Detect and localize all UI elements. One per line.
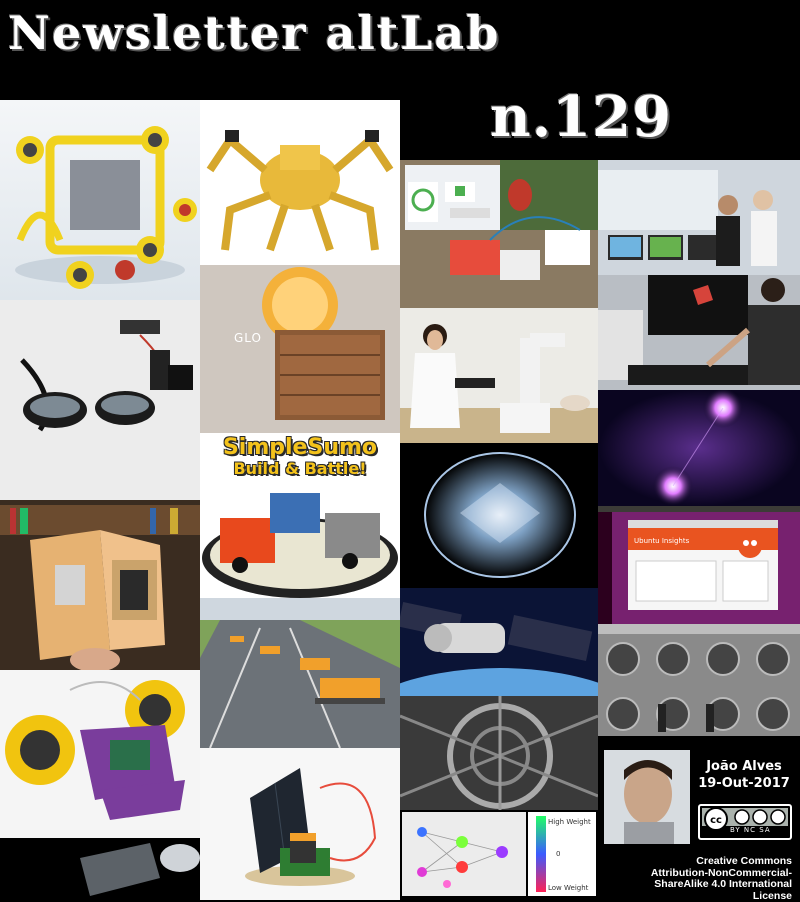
photo-two-men-lab [598,160,800,275]
issue-number: n.129 [490,84,672,150]
yellow-frame-robot-drawing [0,100,200,300]
photo-scientist-robot-arm [400,308,598,443]
newsletter-title: Newsletter altLab [8,6,500,60]
photo-crystal-burst [400,443,598,588]
cc-badge-terms: BY NC SA [730,826,771,834]
photo-book-box-electronics [0,500,200,670]
photo-transparent-sleeve-glove [0,838,200,900]
photo-neutron-star-merger [598,390,800,506]
photo-led-neural-board: High Weight 0 Low Weight [400,810,598,900]
photo-gesture-screen-demo [598,275,800,390]
author-name: João Alves [694,758,794,775]
photo-server-fans-corridor [598,624,800,736]
weight-high-label: High Weight [548,818,591,826]
author-avatar [604,750,690,844]
license-text: Creative Commons Attribution-NonCommerci… [610,856,792,902]
weight-legend: High Weight 0 Low Weight [528,812,596,896]
photo-yellow-frame-robot [0,100,200,300]
glo-logo-text: GLO [234,331,262,345]
weight-zero-label: 0 [556,850,560,858]
ubuntu-insights-title: Ubuntu Insights [634,537,689,545]
photo-runway-snow-vehicles [200,598,400,748]
photo-hexapod-spider-robot [200,100,400,265]
photo-space-station [400,588,598,696]
weight-low-label: Low Weight [548,884,588,892]
photo-robot-car-kit [0,670,200,838]
photo-simplesumo-robots: SimpleSumo Build & Battle! [200,433,400,598]
issue-date: 19-Out-2017 [694,775,794,792]
led-board [402,812,526,896]
svg-text:cc: cc [710,815,722,826]
license-line-3: ShareAlike 4.0 International [610,879,792,891]
photo-glo-lamp: GLO [200,265,400,433]
photo-ubuntu-insights-screen: Ubuntu Insights [598,506,800,624]
license-line-4: License [610,891,792,902]
weight-gradient-bar [536,816,546,892]
cc-license-badge: cc BY NC SA [698,804,792,840]
photo-sensor-dashboard-breadboard [400,160,598,308]
photo-solar-panel-circuit [200,748,400,900]
photo-smart-sunglasses [0,300,200,500]
license-line-1: Creative Commons [610,856,792,868]
photo-detector-interior [400,696,598,810]
